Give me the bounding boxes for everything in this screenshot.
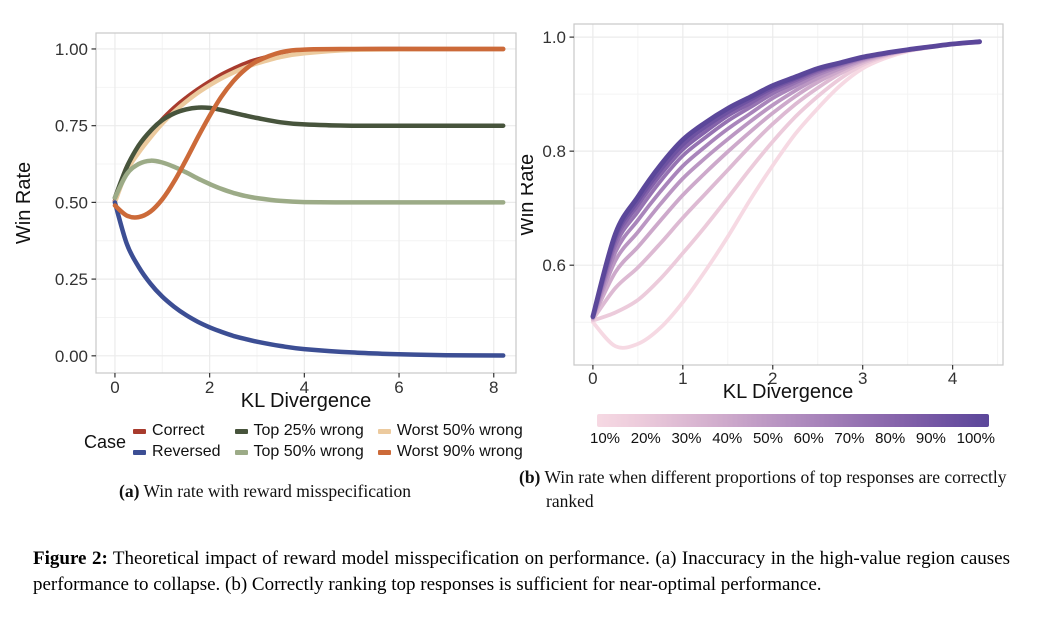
- panel-border: [573, 23, 1004, 366]
- colorbar-tick-label: 50%: [752, 430, 783, 447]
- colorbar-tick-label: 10%: [590, 430, 621, 447]
- legend-label: Worst 90% wrong: [396, 443, 523, 460]
- colorbar-gradient: [597, 414, 989, 427]
- subcaption-b-text: Win rate when different proportions of t…: [540, 467, 1007, 511]
- legend-items: Correct Top 25% wrong Worst 50% wrong Rever…: [133, 421, 523, 462]
- legend-item: Correct: [133, 421, 220, 441]
- x-tick-label: 4: [948, 369, 957, 388]
- colorbar-tick-label: 80%: [875, 430, 906, 447]
- x-tick-label: 1: [678, 369, 687, 388]
- legend-item: Worst 50% wrong: [377, 421, 523, 441]
- x-tick-label: 0: [110, 378, 119, 397]
- colorbar-tick-label: 100%: [956, 430, 995, 447]
- curve-reversed: [112, 200, 506, 358]
- colorbar-tick-label: 40%: [712, 430, 743, 447]
- curve-top-50-wrong: [112, 158, 506, 205]
- figure-caption-label: Figure 2:: [33, 548, 108, 569]
- y-tick-label: 0.8: [542, 142, 566, 161]
- x-tick-label: 2: [205, 378, 214, 397]
- legend-label: Top 50% wrong: [253, 443, 364, 460]
- legend-swatch: [234, 449, 248, 455]
- colorbar-tick-label: 60%: [793, 430, 824, 447]
- chart-a-win-rate-misspecification: 0 2 4 6 8 0.00 0.25 0.50 0.75 1.00 KL Divergence Wi…: [13, 32, 517, 412]
- legend-swatch: [234, 428, 248, 434]
- subcaption-a: (a) Win rate with reward misspecificatio…: [60, 481, 470, 502]
- colorbar-labels: 10% 20% 30% 40% 50% 60% 70% 80% 90% 100%: [590, 430, 995, 447]
- figure-caption-text: Theoretical impact of reward model missp…: [33, 548, 1010, 596]
- legend-label: Reversed: [152, 443, 221, 460]
- figure-caption: Figure 2: Theoretical impact of reward m…: [33, 546, 1010, 598]
- curve-top-25-wrong: [112, 105, 506, 201]
- y-tick-label: 1.0: [542, 28, 566, 47]
- subcaption-b-label: (b): [519, 467, 541, 487]
- x-tick-label: 0: [588, 369, 597, 388]
- legend-label: Top 25% wrong: [253, 422, 364, 439]
- colorbar-legend: 10% 20% 30% 40% 50% 60% 70% 80% 90% 100%: [590, 414, 995, 447]
- colorbar-tick-label: 90%: [915, 430, 946, 447]
- y-tick-label: 1.00: [55, 40, 88, 59]
- x-tick-label: 4: [300, 378, 309, 397]
- y-tick-label: 0.25: [55, 270, 88, 289]
- legend-item: Top 25% wrong: [234, 421, 364, 441]
- legend-swatch: [133, 428, 147, 434]
- y-axis-title: Win Rate: [521, 154, 538, 236]
- legend-swatch: [377, 449, 391, 455]
- legend-item: Worst 90% wrong: [377, 442, 523, 462]
- y-axis-title: Win Rate: [13, 162, 35, 244]
- chart-b-win-rate-proportions: 0 1 2 3 4 0.6 0.8 1.0 KL Divergence Win Rate: [521, 23, 1004, 403]
- colorbar-tick-label: 30%: [671, 430, 702, 447]
- legend-label: Correct: [152, 422, 205, 439]
- y-tick-label: 0.75: [55, 117, 88, 136]
- x-axis-title: KL Divergence: [241, 390, 371, 412]
- legend-swatch: [133, 449, 147, 455]
- curve-100-: [590, 39, 982, 319]
- y-tick-label: 0.00: [55, 347, 88, 366]
- legend-case: Case Correct Top 25% wrong Worst 50% wrong…: [84, 421, 523, 462]
- legend-swatch: [377, 428, 391, 434]
- curve-worst-90-wrong: [112, 46, 506, 220]
- subcaption-a-label: (a): [119, 481, 140, 501]
- colorbar-tick-label: 20%: [630, 430, 661, 447]
- colorbar-tick-label: 70%: [834, 430, 865, 447]
- x-tick-label: 8: [489, 378, 498, 397]
- legend-title: Case: [84, 431, 127, 452]
- x-tick-label: 3: [858, 369, 867, 388]
- y-tick-label: 0.6: [542, 256, 566, 275]
- legend-label: Worst 50% wrong: [396, 422, 523, 439]
- legend-item: Reversed: [133, 442, 221, 462]
- x-axis-title: KL Divergence: [723, 381, 853, 403]
- y-tick-label: 0.50: [55, 193, 88, 212]
- x-tick-label: 2: [768, 369, 777, 388]
- legend-item: Top 50% wrong: [234, 442, 364, 462]
- subcaption-a-text: Win rate with reward misspecification: [139, 481, 411, 501]
- panel-border: [95, 32, 517, 374]
- x-tick-label: 6: [394, 378, 403, 397]
- subcaption-b: (b) Win rate when different proportions …: [519, 466, 1034, 513]
